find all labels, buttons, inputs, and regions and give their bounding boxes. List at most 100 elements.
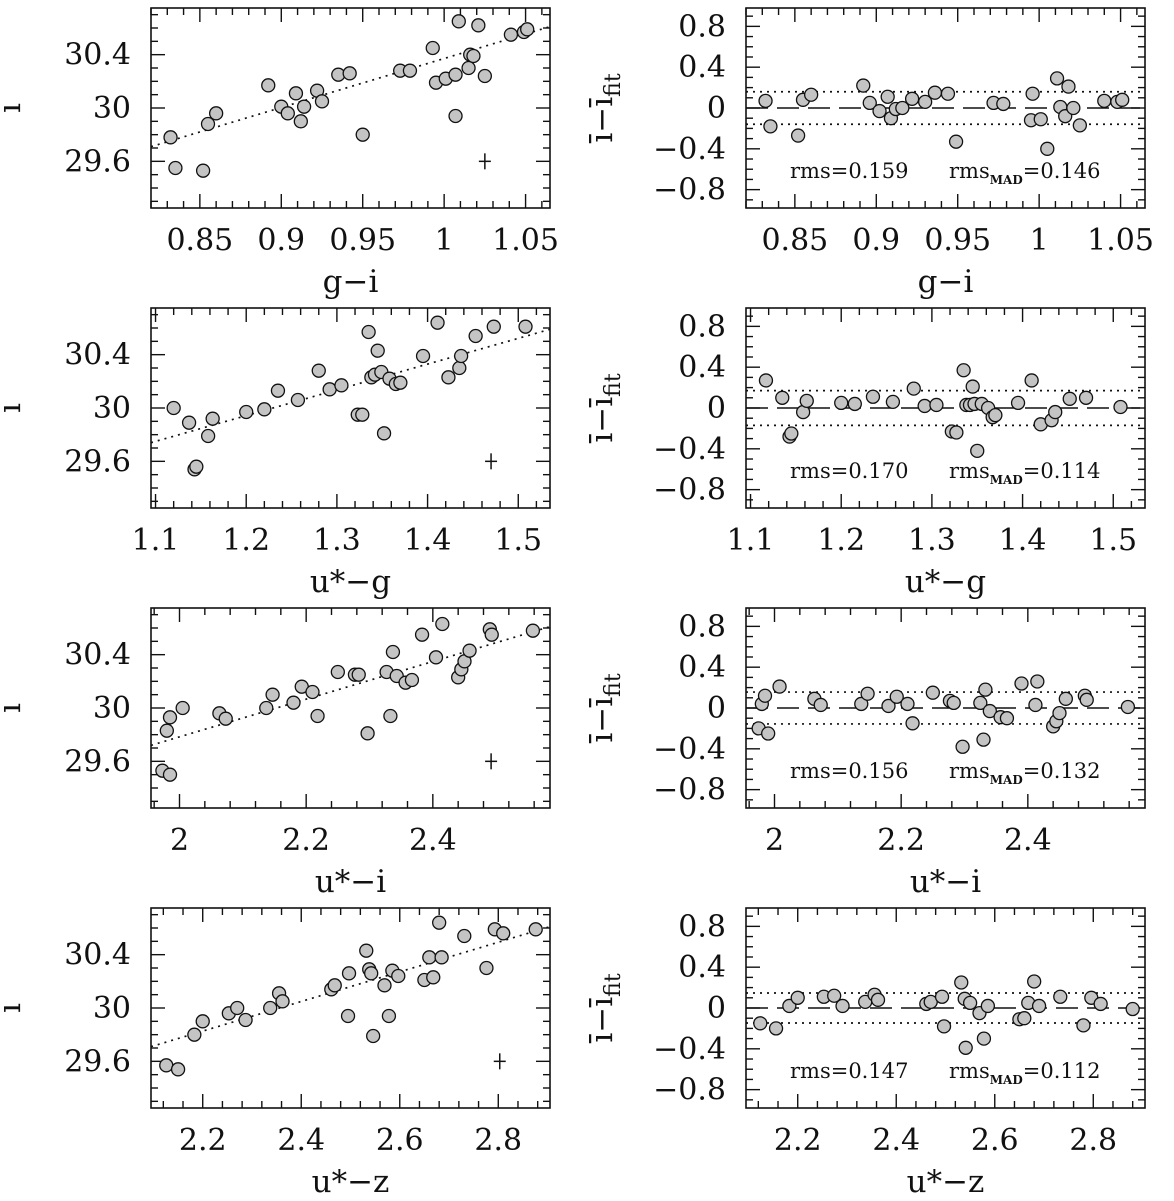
data-point [1027, 974, 1042, 989]
x-tick-label: 1 [435, 223, 454, 258]
data-point [402, 63, 418, 78]
data-point [520, 22, 535, 37]
x-tick-label: 1.05 [492, 223, 559, 258]
data-point [314, 94, 330, 109]
data-point [305, 684, 320, 700]
y-tick-label: 30.4 [64, 338, 131, 373]
data-point [393, 375, 408, 390]
data-point [239, 404, 254, 420]
data-point [1061, 79, 1076, 94]
x-axis-label: u*−z [907, 1164, 985, 1200]
x-tick-label: 1.3 [313, 523, 361, 558]
stats-annotation: rms=0.156 rmsMAD=0.132 [790, 759, 1100, 787]
data-point [330, 664, 345, 680]
y-axis-label: ī−īfit [584, 673, 626, 743]
x-tick-label: 2 [170, 823, 189, 858]
rms-mad-label: rmsMAD=0.132 [949, 759, 1100, 787]
x-ticks: 2.2 2.4 2.6 2.8 [757, 908, 1134, 1158]
y-axis-label-main: ī−ī [584, 397, 620, 444]
data-point [1049, 71, 1065, 86]
data-point [376, 426, 392, 441]
x-tick-label: 2.8 [1069, 1123, 1117, 1158]
stats-annotation: rms=0.147 rmsMAD=0.112 [790, 1059, 1100, 1087]
data-point [999, 711, 1015, 726]
y-axis-label-subscript: fit [601, 673, 626, 697]
data-point [310, 708, 325, 724]
data-point [1066, 100, 1081, 116]
rms-mad-value: =0.114 [1023, 459, 1101, 483]
data-point [162, 767, 178, 782]
data-point [870, 992, 886, 1007]
data-point [486, 319, 501, 334]
data-point [1097, 93, 1112, 109]
data-point [834, 395, 849, 411]
x-ticks: 2.2 2.4 2.6 2.8 [162, 908, 539, 1158]
stats-annotation: rms=0.159 rmsMAD=0.146 [790, 159, 1100, 187]
data-point [168, 160, 183, 176]
data-point [322, 382, 337, 397]
y-tick-label: 30 [93, 991, 131, 1026]
data-point [175, 700, 190, 716]
data-point [364, 966, 379, 981]
data-point [414, 627, 430, 642]
rms-mad-prefix: rms [949, 759, 990, 783]
data-point [799, 393, 814, 409]
data-point [1093, 996, 1108, 1012]
data-point [195, 1014, 210, 1029]
data-point [917, 94, 933, 110]
y-tick-label: 30.4 [64, 38, 131, 73]
fit-line [151, 925, 550, 1048]
data-point [525, 623, 541, 638]
data-point [422, 950, 437, 965]
data-point [1017, 1011, 1032, 1026]
data-point [355, 127, 370, 142]
rms-mad-value: =0.132 [1023, 759, 1101, 783]
data-point [956, 363, 971, 378]
stats-annotation: rms=0.170 rmsMAD=0.114 [790, 459, 1100, 487]
data-point [1040, 141, 1055, 156]
data-point [761, 726, 776, 741]
data-point [906, 381, 921, 396]
data-point [1010, 395, 1026, 411]
y-tick-label: −0.8 [653, 773, 726, 808]
data-point [275, 994, 290, 1009]
data-point [955, 739, 970, 754]
x-axis-label: u*−i [315, 864, 386, 900]
data-point [889, 689, 904, 704]
x-tick-label: 1.5 [494, 523, 542, 558]
y-tick-label: 30 [93, 91, 131, 126]
data-point [753, 1016, 768, 1031]
rms-mad-value: =0.146 [1023, 159, 1101, 183]
data-point [166, 400, 181, 416]
data-point [448, 67, 463, 82]
data-point [261, 78, 276, 93]
data-point [1079, 692, 1094, 707]
data-point [917, 398, 932, 414]
x-axis-label: u*−g [905, 564, 986, 600]
x-ticks: 2 2.2 2.4 [748, 608, 1130, 858]
x-tick-label: 2.2 [877, 823, 925, 858]
panel-1-magnitude: 0.85 0.9 0.95 1 1.05 29.6 30 30.4 g−i ī [0, 7, 559, 300]
data-point [205, 411, 220, 426]
y-tick-label: 0.8 [678, 909, 726, 944]
data-point [342, 66, 357, 81]
data-point [426, 970, 441, 985]
rms-label: rms=0.147 [790, 1059, 908, 1083]
data-points [758, 71, 1130, 156]
data-point [803, 87, 819, 102]
data-point [265, 687, 280, 702]
rms-mad-value: =0.112 [1023, 1059, 1101, 1083]
data-point [962, 995, 978, 1011]
data-point [1052, 705, 1067, 721]
data-point [170, 1062, 186, 1077]
y-tick-label: 29.6 [64, 444, 131, 479]
data-point [929, 397, 944, 413]
data-point [1025, 86, 1040, 101]
data-point [948, 134, 964, 149]
y-ticks: −0.8 −0.4 0 0.4 0.8 [653, 909, 1145, 1108]
data-point [280, 106, 295, 121]
data-point [1024, 373, 1039, 388]
y-tick-label: 29.6 [64, 744, 131, 779]
data-point [425, 40, 440, 56]
data-point [200, 428, 216, 444]
